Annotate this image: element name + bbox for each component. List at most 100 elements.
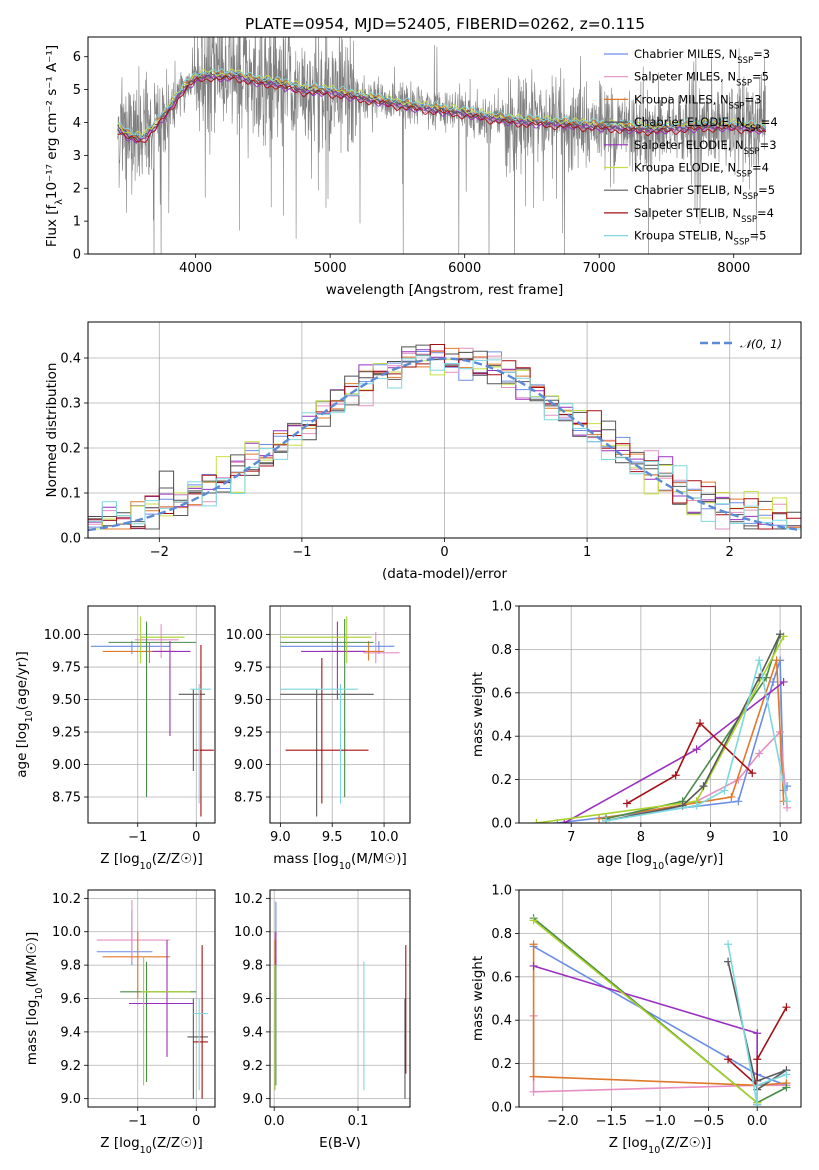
- x-tick-label: −1.5: [596, 1114, 628, 1129]
- axes-frame: −2 −1 0 1 2 0.0 0.1 0.2 0.3 0.4 (data-model)/error…: [44, 321, 802, 582]
- legend-entry: Kroupa STELIB, NSSP=5: [634, 229, 766, 248]
- legend-entry: Salpeter ELODIE, NSSP=3: [634, 138, 777, 157]
- y-tick-label: 1.0: [491, 884, 512, 899]
- spectrum-model-line: [117, 74, 767, 143]
- weight-point-marker: [762, 673, 771, 682]
- y-tick-label: 3: [73, 149, 81, 164]
- weight-point-marker: [753, 1029, 762, 1038]
- weight-point-marker: [622, 799, 631, 808]
- plot-area: [96, 900, 208, 1099]
- legend-entry-sub: SSP: [737, 56, 753, 66]
- weight-point-marker: [782, 1083, 791, 1092]
- y-tick-label: 1: [73, 215, 81, 230]
- legend-entry-tail: =3: [744, 92, 761, 106]
- y-axis-label: Flux [fλ10⁻¹⁷ erg cm⁻² s⁻¹ A⁻¹]: [44, 45, 65, 247]
- weight-point-marker: [748, 769, 757, 778]
- weight-point-marker: [734, 797, 743, 806]
- x-axis-label: Z [log10(Z/Z☉)]: [100, 851, 202, 872]
- legend-entry-name: Chabrier ELODIE, N: [634, 115, 745, 129]
- weight-point-marker: [692, 801, 701, 810]
- y-axis-label-pre: mass [log: [24, 1000, 40, 1066]
- weight-point-marker: [724, 940, 733, 949]
- weight-point-marker: [529, 961, 538, 970]
- legend-entry-name: Salpeter ELODIE, N: [634, 138, 744, 152]
- y-tick-label: 9.8: [242, 959, 263, 974]
- x-tick-label: 9.5: [322, 830, 343, 845]
- y-tick-label: 0.8: [491, 927, 512, 942]
- x-axis-label: Z [log10(Z/Z☉)]: [100, 1135, 202, 1156]
- x-axis-label-post: (Z/Z☉)]: [152, 1135, 203, 1151]
- y-tick-label: 9.4: [242, 1025, 263, 1040]
- legend-entry-tail: =4: [752, 161, 769, 175]
- weight-point-marker: [696, 719, 705, 728]
- legend-entry-sub: SSP: [742, 192, 758, 202]
- weight-point-marker: [753, 1055, 762, 1064]
- y-tick-label: 9.2: [242, 1059, 263, 1074]
- legend-entry: Kroupa MILES, NSSP=3: [634, 92, 761, 111]
- weight-series-line: [727, 1006, 788, 1088]
- y-tick-label: 4: [73, 116, 81, 131]
- weight-series-line: [598, 660, 785, 820]
- y-tick-label: 0.4: [491, 1014, 512, 1029]
- y-axis-label: mass [log10(M/M☉)]: [24, 932, 45, 1065]
- axes-box: [269, 605, 411, 824]
- histogram-series: [88, 347, 801, 530]
- x-axis-label-pre: age [log: [597, 851, 652, 867]
- weight-point-marker: [671, 771, 680, 780]
- x-axis-label: E(B-V): [319, 1135, 361, 1151]
- y-tick-label: 0.1: [60, 487, 81, 502]
- x-axis-label: mass [log10(M/M☉)]: [273, 851, 406, 872]
- x-tick-label: 7: [567, 830, 575, 845]
- legend-entry: Chabrier STELIB, NSSP=5: [634, 183, 775, 202]
- x-axis-label-post: (age/yr)]: [664, 851, 723, 867]
- y-axis-label-pre: age [log: [14, 722, 30, 777]
- axes-frame: −2.0 −1.5 −1.0 −0.5 0.0 0.0 0.2 0.4 0.6 0.8 1.0 Z […: [470, 884, 802, 1156]
- y-tick-label: 10.2: [52, 892, 81, 907]
- x-tick-label: 9.0: [270, 830, 291, 845]
- y-tick-label: 10.0: [234, 925, 263, 940]
- x-axis-label-sub: 10: [140, 1145, 152, 1156]
- x-tick-label: 4000: [179, 261, 212, 276]
- weight-point-marker: [699, 782, 708, 791]
- y-axis-label-post: 10⁻¹⁷ erg cm⁻² s⁻¹ A⁻¹]: [44, 45, 60, 199]
- y-tick-label: 8.75: [234, 791, 263, 806]
- x-axis-label-sub: 10: [140, 861, 152, 872]
- y-tick-label: 0.2: [491, 1057, 512, 1072]
- weight-point-marker: [782, 1070, 791, 1079]
- spectrum-data-line: [117, 37, 767, 254]
- legend-entry-tail: =3: [760, 138, 777, 152]
- legend-entry-name: Salpeter MILES, N: [634, 70, 736, 84]
- weight-point-marker: [779, 632, 788, 641]
- legend-gauss-label: 𝒩(0, 1): [740, 337, 782, 351]
- x-tick-label: 0: [192, 830, 200, 845]
- legend-entry-tail: =5: [752, 70, 769, 84]
- panel-age-vs-mass: 9.0 9.5 10.0 8.75 9.00 9.25 9.50 9.75 10.00 mass …: [226, 605, 411, 872]
- weight-series-line: [626, 721, 753, 805]
- spectrum-model-line: [117, 72, 767, 140]
- weight-point-marker: [529, 940, 538, 949]
- weight-point-marker: [532, 819, 541, 823]
- y-axis-label: mass weight: [470, 672, 486, 757]
- x-tick-label: 1: [583, 545, 591, 560]
- x-tick-label: 0.1: [348, 1114, 369, 1129]
- plot-area: [117, 37, 767, 254]
- weight-point-marker: [727, 792, 736, 801]
- weight-point-marker: [753, 1100, 762, 1107]
- legend-entry-sub: SSP: [734, 238, 750, 248]
- histogram-series: [88, 344, 801, 530]
- panel-weight-vs-Z: −2.0 −1.5 −1.0 −0.5 0.0 0.0 0.2 0.4 0.6 0.8 1.0 Z […: [470, 884, 802, 1156]
- x-tick-label: 5000: [314, 261, 347, 276]
- y-tick-label: 0.3: [60, 397, 81, 412]
- y-tick-label: 9.75: [52, 661, 81, 676]
- y-tick-label: 9.2: [60, 1059, 81, 1074]
- y-tick-label: 5: [73, 83, 81, 98]
- y-axis-label: age [log10(age/yr)]: [14, 651, 35, 777]
- x-tick-label: −2.0: [547, 1114, 579, 1129]
- legend-entry-tail: =5: [749, 229, 766, 243]
- weight-series-line: [563, 681, 785, 823]
- x-tick-label: 10: [772, 830, 789, 845]
- y-tick-label: 9.25: [52, 726, 81, 741]
- y-axis-label-sub: 10: [24, 710, 35, 722]
